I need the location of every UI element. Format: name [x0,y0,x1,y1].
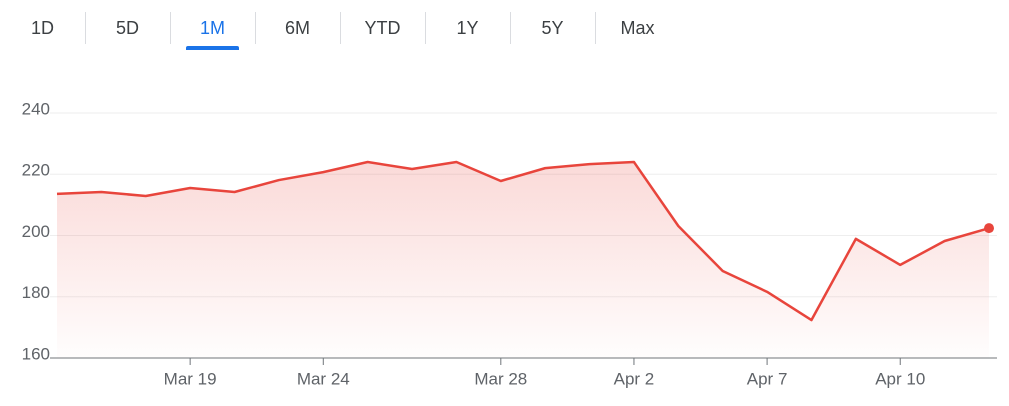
x-tick-label: Apr 2 [614,369,655,388]
y-tick-label: 240 [22,99,50,118]
last-point [984,223,994,234]
range-tab[interactable]: 1D [30,17,54,38]
x-tick-label: Apr 7 [747,369,788,388]
x-tick-label: Mar 28 [474,369,527,388]
range-tab[interactable]: Max [595,0,680,56]
x-tick-label: Apr 10 [875,369,925,388]
range-tabs: 1D 5D 1M 6M YTD 1Y 5Y Max [0,0,680,56]
y-tick-label: 180 [22,283,50,302]
area [57,162,989,358]
x-tick-label: Mar 24 [297,369,350,388]
range-tab[interactable]: 1Y [425,0,510,56]
range-tab[interactable]: 5Y [510,0,595,56]
x-tick-label: Mar 19 [164,369,217,388]
range-tab[interactable]: 5D [85,0,170,56]
y-tick-label: 220 [22,161,50,180]
y-tick-label: 200 [22,222,50,241]
line [56,160,990,322]
range-tab[interactable]: 1M [170,0,255,56]
y-tick-label: 160 [22,344,50,363]
range-tab[interactable]: YTD [340,0,425,56]
range-tab[interactable]: 6M [255,0,340,56]
